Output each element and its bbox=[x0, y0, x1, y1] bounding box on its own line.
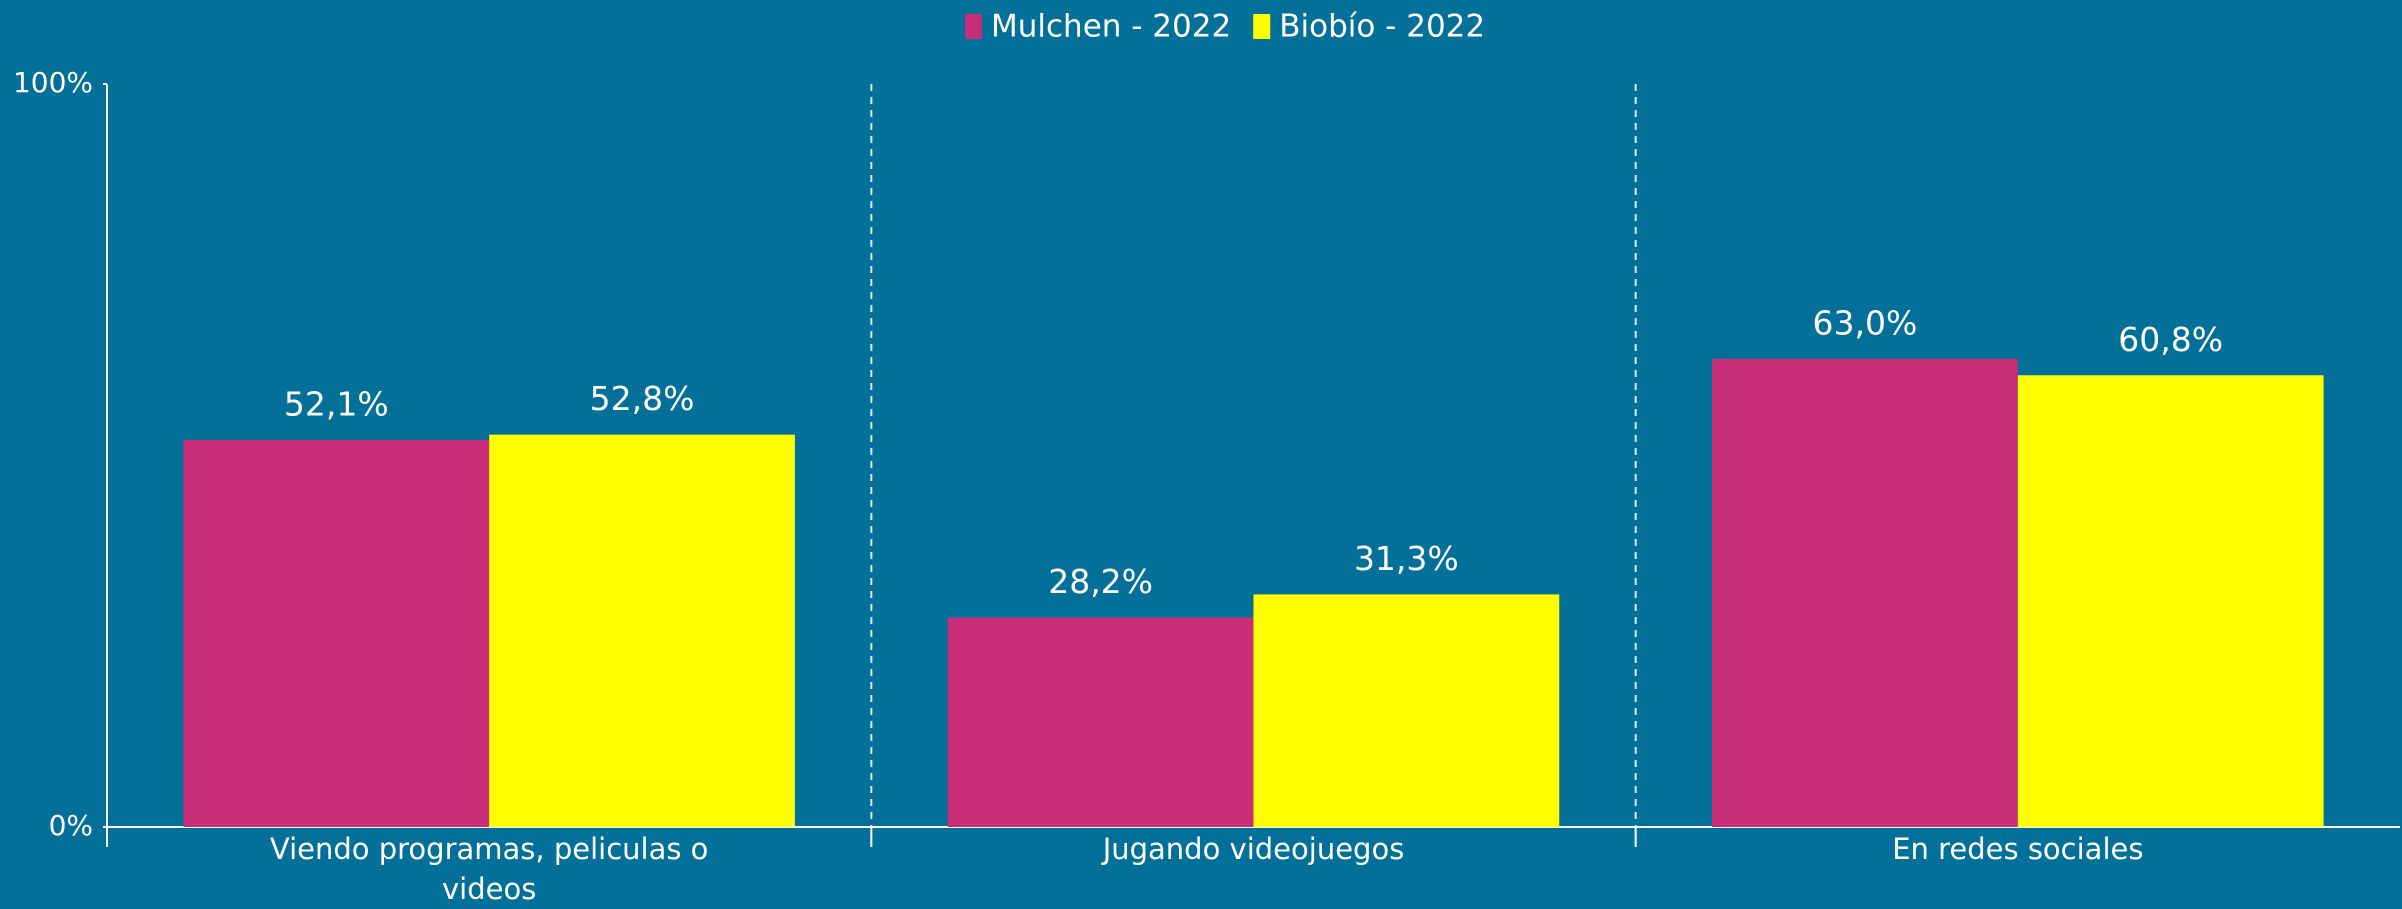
value-label: 31,3% bbox=[1354, 539, 1459, 578]
value-label: 52,8% bbox=[590, 379, 695, 418]
legend-label: Mulchen - 2022 bbox=[991, 9, 1231, 45]
y-tick-label: 0% bbox=[49, 809, 93, 842]
value-label: 60,8% bbox=[2118, 320, 2223, 359]
bar bbox=[183, 439, 490, 827]
x-tick-label: Viendo programas, peliculas o videos bbox=[269, 832, 709, 906]
legend-swatch bbox=[965, 14, 982, 39]
legend-label: Biobío - 2022 bbox=[1279, 9, 1485, 45]
bar bbox=[1253, 594, 1560, 827]
value-label: 63,0% bbox=[1813, 303, 1918, 342]
bar bbox=[947, 617, 1254, 827]
y-tick-label: 100% bbox=[13, 66, 93, 99]
bar bbox=[489, 434, 795, 827]
x-tick-label: En redes sociales bbox=[1892, 832, 2144, 866]
bar bbox=[1712, 358, 2018, 827]
legend: Mulchen - 2022 Biobío - 2022 bbox=[965, 9, 1485, 45]
x-tick-label: Jugando videojuegos bbox=[1102, 832, 1405, 866]
value-label: 52,1% bbox=[284, 384, 389, 423]
legend-swatch bbox=[1253, 14, 1271, 39]
value-label: 28,2% bbox=[1048, 562, 1153, 601]
bar bbox=[2017, 375, 2324, 827]
